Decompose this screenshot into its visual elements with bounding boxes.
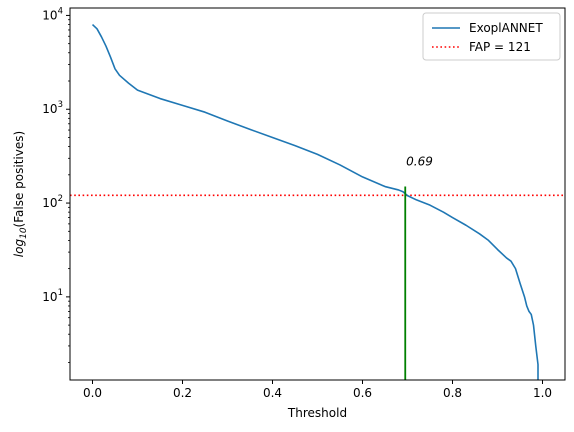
plot-area	[70, 23, 565, 380]
series-line-exoplannet	[91, 23, 539, 380]
y-axis-label-suffix: (False positives)	[12, 131, 26, 228]
y-axis-label-subscript: 10	[19, 227, 29, 239]
legend-box	[422, 12, 561, 61]
legend-label-fap: FAP = 121	[469, 40, 531, 54]
y-tick-label: 102	[42, 194, 63, 210]
x-tick-label: 0.6	[353, 386, 372, 400]
x-axis: 0.0 0.2 0.4 0.6 0.8 1.0	[83, 380, 552, 400]
x-tick-label: 1.0	[533, 386, 552, 400]
annotations: 0.69	[406, 155, 433, 169]
x-tick-label: 0.8	[443, 386, 462, 400]
legend: ExoplANNET FAP = 121	[422, 12, 561, 61]
plot-frame	[69, 7, 566, 381]
x-tick-label: 0.2	[173, 386, 192, 400]
x-tick-label: 0.4	[263, 386, 282, 400]
y-tick-label: 104	[42, 6, 63, 22]
y-tick-label: 101	[42, 288, 63, 304]
x-tick-label: 0.0	[83, 386, 102, 400]
threshold-annotation: 0.69	[406, 155, 433, 169]
x-axis-label: Threshold	[287, 406, 347, 420]
y-axis-label: log10(False positives)	[12, 131, 29, 257]
y-axis-label-prefix: log	[12, 239, 26, 258]
y-axis: 101 102 103 104	[42, 6, 70, 363]
legend-label-exoplannet: ExoplANNET	[469, 21, 543, 35]
y-tick-label: 103	[42, 100, 63, 116]
